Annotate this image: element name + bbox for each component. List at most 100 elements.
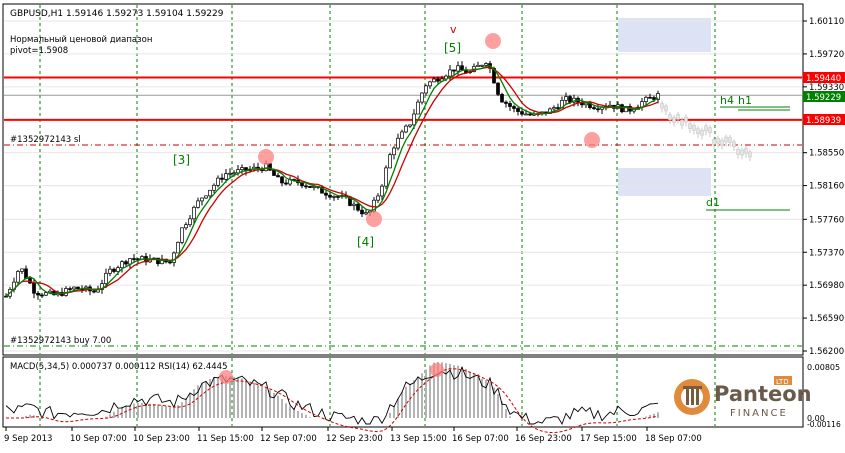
candle-bull	[400, 131, 404, 139]
sl-label: #1352972143 sl	[10, 135, 81, 145]
candle-bear	[112, 268, 116, 272]
current-price-value: 1.59229	[806, 93, 841, 103]
wave-label-5: [5]	[444, 41, 461, 55]
macd-tick: -0.00116	[807, 420, 841, 429]
candle-bull	[644, 96, 648, 102]
candle-bull	[228, 172, 232, 175]
candle-bull	[376, 195, 380, 201]
grid-lines	[4, 5, 802, 426]
time-tick-label: 16 Sep 07:00	[452, 434, 509, 444]
macd-signal-line	[6, 368, 659, 433]
time-tick-label: 18 Sep 07:00	[645, 434, 702, 444]
candle-bull	[184, 224, 188, 229]
candle-bull	[212, 184, 216, 191]
candle-bear	[132, 258, 136, 260]
h1-label: h1	[738, 94, 752, 107]
candle-bear	[168, 261, 172, 264]
projection-candle	[684, 116, 688, 123]
candle-bear	[460, 65, 464, 71]
panteon-logo: Panteon FINANCE LTD	[674, 376, 812, 419]
candle-bear	[596, 108, 600, 111]
price-tick-label: 1.58160	[809, 182, 844, 192]
projection-candle	[692, 124, 696, 131]
level-lower-value: 1.58939	[806, 116, 841, 126]
candle-bull	[44, 292, 48, 296]
candle-bull	[364, 212, 368, 215]
projection-candle	[712, 139, 716, 145]
candle-bear	[304, 185, 308, 188]
candle-bear	[516, 108, 520, 112]
candle-bull	[420, 92, 424, 103]
candle-bull	[104, 272, 108, 284]
logo-sub: FINANCE	[730, 408, 788, 419]
candle-bull	[224, 173, 228, 180]
highlight-circle	[584, 132, 600, 148]
projection-candle	[668, 114, 672, 121]
candle-bull	[20, 268, 24, 272]
projection-candle	[700, 129, 704, 136]
candle-bear	[504, 101, 508, 104]
projection-candle	[680, 119, 684, 126]
candle-bear	[652, 97, 656, 100]
time-tick-label: 12 Sep 07:00	[260, 434, 317, 444]
candle-bull	[72, 286, 76, 290]
candle-bull	[332, 196, 336, 198]
candle-bear	[452, 69, 456, 72]
candle-bull	[192, 206, 196, 220]
candle-bull	[408, 124, 412, 127]
projection-candle	[716, 137, 720, 144]
time-tick-label: 10 Sep 23:00	[133, 434, 190, 444]
candle-bear	[76, 286, 80, 290]
candle-bear	[220, 177, 224, 180]
candle-bear	[280, 176, 284, 184]
candle-bull	[392, 147, 396, 156]
candle-bear	[4, 295, 8, 298]
candle-bull	[448, 69, 452, 77]
projection-candle	[708, 127, 712, 133]
candle-bear	[512, 106, 516, 109]
candle-bull	[476, 64, 480, 67]
candle-bear	[68, 288, 72, 290]
projection-candle	[740, 149, 744, 156]
candle-bull	[176, 241, 180, 254]
candle-bear	[124, 261, 128, 265]
target-zone-upper	[618, 18, 711, 52]
candle-bear	[360, 209, 364, 215]
time-tick-label: 11 Sep 15:00	[197, 434, 254, 444]
candle-bull	[384, 167, 388, 187]
time-tick-label: 9 Sep 2013	[4, 434, 52, 444]
wave-label-3: [3]	[173, 153, 190, 167]
candle-bull	[120, 261, 124, 269]
price-tick-label: 1.57370	[809, 248, 844, 258]
candle-bull	[524, 113, 528, 116]
rsi-line	[5, 366, 659, 426]
highlight-circle	[258, 149, 274, 165]
candle-bull	[552, 107, 556, 110]
symbol-line: GBPUSD,H1 1.59146 1.59273 1.59104 1.5922…	[10, 9, 224, 19]
level-lower-tag	[803, 114, 845, 125]
price-tick-label: 1.56590	[809, 314, 844, 324]
candle-bull	[100, 283, 104, 290]
candle-bull	[416, 101, 420, 115]
candle-bear	[272, 169, 276, 176]
candle-bull	[624, 106, 628, 113]
candle-bear	[520, 111, 524, 115]
candle-bear	[336, 196, 340, 198]
candle-bull	[172, 252, 176, 263]
candle-bear	[320, 186, 324, 194]
candle-bull	[428, 81, 432, 87]
highlight-circle	[430, 363, 444, 377]
price-tick-label: 1.58550	[809, 149, 844, 159]
price-axis: 1.60110 1.59720 1.59330 1.58550 1.58160 1.577…	[803, 17, 844, 357]
v-mark: v	[450, 23, 457, 36]
candle-bull	[352, 203, 356, 206]
candle-bull	[564, 96, 568, 101]
candle-bear	[276, 175, 280, 178]
level-upper-tag	[803, 72, 845, 83]
candle-bear	[528, 113, 532, 116]
pivot-label: pivot=1.5908	[10, 46, 68, 56]
candle-bear	[568, 96, 572, 103]
candle-bull	[16, 271, 20, 283]
